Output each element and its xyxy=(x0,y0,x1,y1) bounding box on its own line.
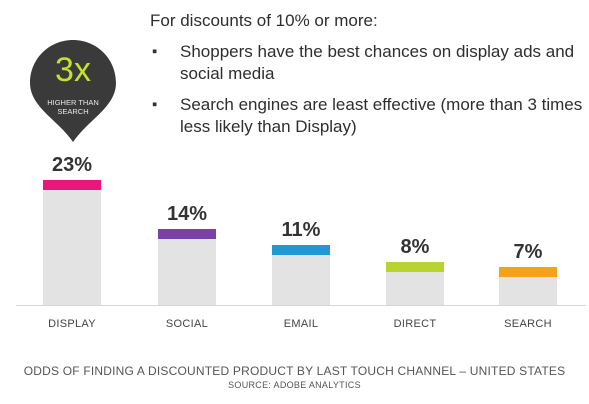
category-tick-label: SOCIAL xyxy=(165,318,209,330)
bullet-item: ▪ Shoppers have the best chances on disp… xyxy=(150,41,586,85)
bullet-text: Shoppers have the best chances on displa… xyxy=(180,42,575,83)
bar-value-label: 11% xyxy=(281,219,321,241)
bar-display xyxy=(43,180,101,305)
callout-multiplier: 3x xyxy=(55,51,91,89)
map-pin-icon xyxy=(30,40,116,142)
chart-caption: ODDS OF FINDING A DISCOUNTED PRODUCT BY … xyxy=(23,364,566,378)
chart-baseline xyxy=(16,305,586,306)
bullet-text: Search engines are least effective (more… xyxy=(180,95,583,136)
bar-value-label: 8% xyxy=(400,236,430,258)
callout-caption: HIGHER THAN SEARCH xyxy=(47,98,99,116)
bar-cap-direct xyxy=(386,262,444,272)
chart-source: SOURCE: ADOBE ANALYTICS xyxy=(228,380,361,390)
bar-cap-social xyxy=(158,229,216,239)
category-tick-label: EMAIL xyxy=(283,318,319,330)
bullet-icon: ▪ xyxy=(152,43,158,60)
callout-pin: 3x HIGHER THAN SEARCH xyxy=(28,38,118,144)
intro-text: For discounts of 10% or more: xyxy=(150,11,378,30)
bar-cap-display xyxy=(43,180,101,190)
bar-email xyxy=(272,245,330,305)
bar-value-label: 14% xyxy=(166,203,208,225)
bullet-item: ▪ Search engines are least effective (mo… xyxy=(150,94,586,138)
category-tick-label: SEARCH xyxy=(504,318,552,330)
bullet-list: ▪ Shoppers have the best chances on disp… xyxy=(150,41,586,138)
bar-value-label: 7% xyxy=(513,241,543,263)
bar-cap-email xyxy=(272,245,330,255)
header-text: For discounts of 10% or more: ▪ Shoppers… xyxy=(150,10,586,147)
bar-cap-search xyxy=(499,267,557,277)
bar-social xyxy=(158,229,216,305)
bar-value-label: 23% xyxy=(51,154,93,176)
category-tick-label: DISPLAY xyxy=(48,318,96,330)
category-tick-label: DIRECT xyxy=(393,318,437,330)
bullet-icon: ▪ xyxy=(152,96,158,113)
